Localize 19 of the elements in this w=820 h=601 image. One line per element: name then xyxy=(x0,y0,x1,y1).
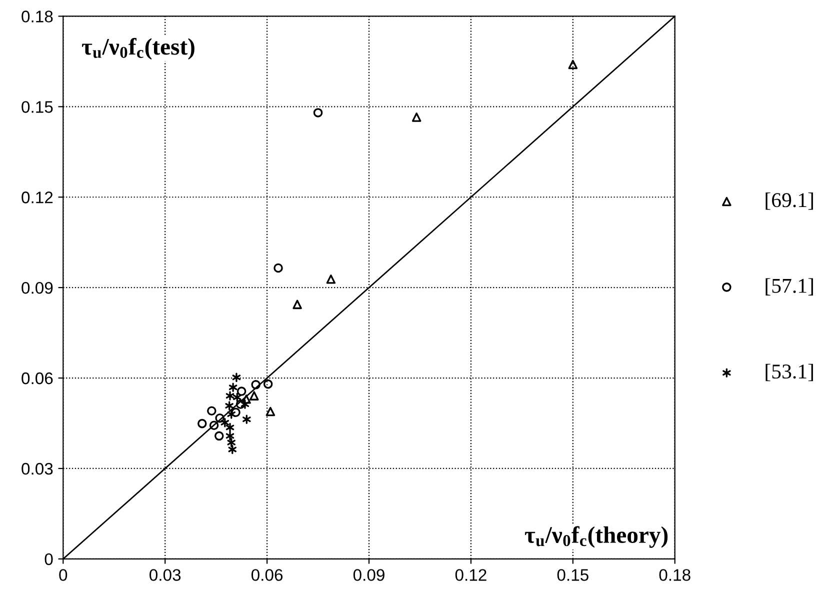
y-axis-title: τ$_{u}$/ν$_{0}$f$_{c}$(test) xyxy=(82,38,194,60)
x-axis-title: τ$_{u}$/ν$_{0}$f$_{c}$(theory) xyxy=(524,526,668,548)
y-tick-label: 0.09 xyxy=(22,282,53,294)
x-tick-label: 0.18 xyxy=(659,569,690,581)
y-tick-label: 0.18 xyxy=(22,10,53,22)
y-tick-label: 0.06 xyxy=(22,372,53,384)
x-tick-label: 0.15 xyxy=(557,569,588,581)
y-tick-label: 0.15 xyxy=(22,101,53,113)
legend-label: [53.1] xyxy=(766,364,813,382)
x-tick-label: 0 xyxy=(59,569,68,581)
x-tick-label: 0.06 xyxy=(251,569,283,581)
x-tick-label: 0.12 xyxy=(455,569,486,581)
y-tick-label: 0.12 xyxy=(22,192,53,204)
x-tick-label: 0.09 xyxy=(353,569,384,581)
y-tick-label: 0 xyxy=(44,553,53,566)
legend-label: [69.1] xyxy=(766,192,813,210)
y-tick-label: 0.03 xyxy=(22,462,53,475)
legend-label: [57.1] xyxy=(766,278,813,296)
x-tick-label: 0.03 xyxy=(150,569,181,581)
